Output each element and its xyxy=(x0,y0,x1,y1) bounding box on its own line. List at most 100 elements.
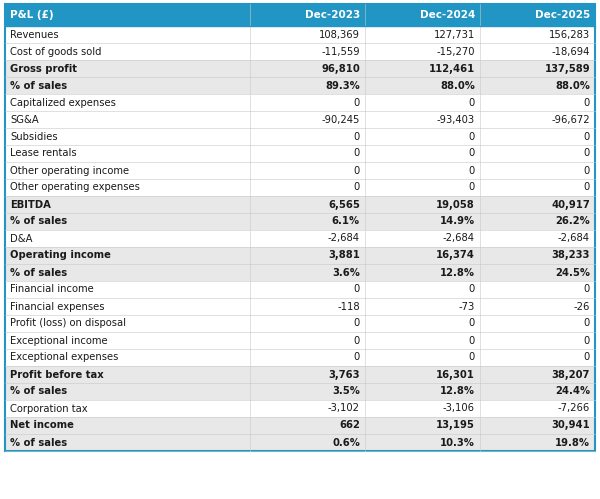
Text: Net income: Net income xyxy=(10,421,74,431)
Text: 26.2%: 26.2% xyxy=(555,217,590,227)
Text: -15,270: -15,270 xyxy=(436,46,475,56)
Bar xyxy=(365,128,480,145)
Text: Exceptional expenses: Exceptional expenses xyxy=(10,352,118,362)
Text: 0: 0 xyxy=(353,335,360,345)
Bar xyxy=(250,179,365,196)
Bar xyxy=(480,128,595,145)
Bar xyxy=(365,417,480,434)
Text: % of sales: % of sales xyxy=(10,387,67,397)
Bar xyxy=(365,162,480,179)
Text: Dec-2024: Dec-2024 xyxy=(419,10,475,20)
Bar xyxy=(250,434,365,451)
Bar xyxy=(365,26,480,43)
Bar xyxy=(480,26,595,43)
Text: 0.6%: 0.6% xyxy=(332,438,360,448)
Bar xyxy=(480,349,595,366)
Text: 0: 0 xyxy=(469,97,475,107)
Text: Revenues: Revenues xyxy=(10,29,59,39)
Text: 3,763: 3,763 xyxy=(328,369,360,380)
Text: 662: 662 xyxy=(339,421,360,431)
Text: 0: 0 xyxy=(469,352,475,362)
Text: 3.5%: 3.5% xyxy=(332,387,360,397)
Bar xyxy=(365,196,480,213)
Bar xyxy=(480,366,595,383)
Bar xyxy=(365,332,480,349)
Text: 14.9%: 14.9% xyxy=(440,217,475,227)
Text: 12.8%: 12.8% xyxy=(440,387,475,397)
Text: 0: 0 xyxy=(584,166,590,176)
Text: -118: -118 xyxy=(337,301,360,311)
Text: 0: 0 xyxy=(584,352,590,362)
Bar xyxy=(250,247,365,264)
Bar xyxy=(365,4,480,26)
Text: 3,881: 3,881 xyxy=(328,250,360,260)
Text: 12.8%: 12.8% xyxy=(440,267,475,277)
Bar xyxy=(250,298,365,315)
Bar xyxy=(250,281,365,298)
Text: 0: 0 xyxy=(469,166,475,176)
Text: Operating income: Operating income xyxy=(10,250,111,260)
Text: SG&A: SG&A xyxy=(10,114,39,124)
Text: 19.8%: 19.8% xyxy=(555,438,590,448)
Text: Profit (loss) on disposal: Profit (loss) on disposal xyxy=(10,318,126,328)
Text: 88.0%: 88.0% xyxy=(555,80,590,90)
Bar xyxy=(480,94,595,111)
Bar xyxy=(365,60,480,77)
Bar xyxy=(250,213,365,230)
Text: 96,810: 96,810 xyxy=(321,63,360,73)
Bar xyxy=(250,383,365,400)
Bar xyxy=(5,43,250,60)
Bar xyxy=(480,4,595,26)
Bar xyxy=(365,213,480,230)
Bar xyxy=(480,196,595,213)
Bar xyxy=(5,230,250,247)
Bar xyxy=(480,264,595,281)
Bar xyxy=(480,417,595,434)
Text: 112,461: 112,461 xyxy=(428,63,475,73)
Text: -18,694: -18,694 xyxy=(551,46,590,56)
Bar xyxy=(5,4,250,26)
Text: 89.3%: 89.3% xyxy=(325,80,360,90)
Bar xyxy=(5,26,250,43)
Text: Exceptional income: Exceptional income xyxy=(10,335,107,345)
Bar xyxy=(5,332,250,349)
Text: % of sales: % of sales xyxy=(10,80,67,90)
Text: -2,684: -2,684 xyxy=(558,234,590,244)
Text: Lease rentals: Lease rentals xyxy=(10,149,77,159)
Text: D&A: D&A xyxy=(10,234,32,244)
Bar xyxy=(365,145,480,162)
Bar xyxy=(365,400,480,417)
Bar xyxy=(5,77,250,94)
Bar xyxy=(365,111,480,128)
Bar xyxy=(365,264,480,281)
Bar xyxy=(5,196,250,213)
Bar xyxy=(250,417,365,434)
Bar xyxy=(480,213,595,230)
Bar xyxy=(480,434,595,451)
Text: Financial income: Financial income xyxy=(10,284,94,294)
Bar xyxy=(250,400,365,417)
Bar xyxy=(250,4,365,26)
Bar xyxy=(480,43,595,60)
Text: 137,589: 137,589 xyxy=(544,63,590,73)
Bar xyxy=(250,60,365,77)
Text: 24.4%: 24.4% xyxy=(555,387,590,397)
Text: Capitalized expenses: Capitalized expenses xyxy=(10,97,116,107)
Text: 0: 0 xyxy=(353,149,360,159)
Text: 0: 0 xyxy=(469,318,475,328)
Bar xyxy=(250,315,365,332)
Bar xyxy=(250,264,365,281)
Bar xyxy=(250,145,365,162)
Text: P&L (£): P&L (£) xyxy=(10,10,53,20)
Bar xyxy=(480,145,595,162)
Text: Other operating income: Other operating income xyxy=(10,166,129,176)
Text: -96,672: -96,672 xyxy=(551,114,590,124)
Text: 6,565: 6,565 xyxy=(328,200,360,210)
Text: 156,283: 156,283 xyxy=(549,29,590,39)
Bar xyxy=(480,111,595,128)
Bar xyxy=(480,77,595,94)
Text: Dec-2023: Dec-2023 xyxy=(305,10,360,20)
Text: -11,559: -11,559 xyxy=(321,46,360,56)
Bar xyxy=(365,247,480,264)
Bar xyxy=(480,400,595,417)
